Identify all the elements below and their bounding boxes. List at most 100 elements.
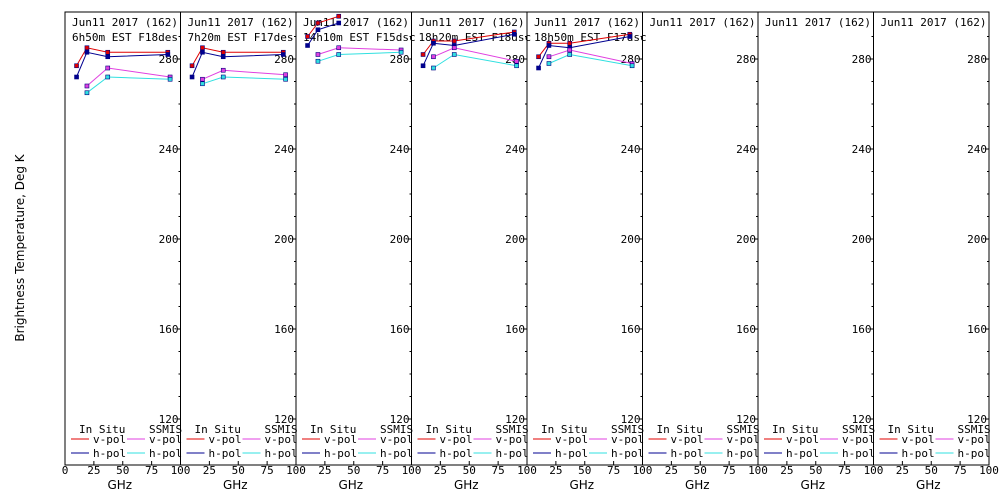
legend-in-situ-heading: In Situ (888, 423, 934, 436)
data-point (536, 54, 541, 60)
x-tick-label: 25 (896, 464, 909, 477)
series-line (433, 53, 517, 69)
series-line (538, 36, 630, 69)
y-tick-label: 240 (736, 143, 756, 156)
x-tick-label: 100 (748, 464, 768, 477)
x-tick-label: 75 (492, 464, 505, 477)
x-tick-label: 25 (780, 464, 793, 477)
panel-grid: 120 160 200 240 280 0 25 50 75 100 GHz Jun11 2017 (… (62, 11, 999, 492)
x-tick-label: 50 (578, 464, 591, 477)
x-tick-label: 25 (665, 464, 678, 477)
x-tick-label: 25 (318, 464, 331, 477)
y-tick-label: 160 (852, 323, 872, 336)
panel-subtitle: 7h20m EST F17des (188, 31, 294, 44)
legend-label: h-pol (671, 447, 704, 460)
data-point (315, 20, 321, 26)
data-point (74, 63, 79, 69)
series-line (76, 51, 168, 78)
y-tick-label: 160 (505, 323, 525, 336)
panel-subtitle: 14h10m EST F15dsc (303, 31, 416, 44)
legend-ssmis-heading: SSMIS (380, 423, 413, 436)
x-axis-label: GHz (107, 478, 132, 492)
data-point (431, 54, 436, 60)
legend-label: v-pol (209, 433, 242, 446)
x-tick-label: 75 (261, 464, 274, 477)
x-tick-label: 100 (979, 464, 999, 477)
legend-in-situ-heading: In Situ (195, 423, 241, 436)
data-point (280, 52, 286, 57)
y-tick-label: 280 (736, 53, 756, 66)
data-point (567, 47, 573, 53)
data-point (420, 63, 426, 69)
y-tick-label: 120 (505, 413, 525, 426)
data-point (105, 65, 111, 71)
data-point (189, 63, 195, 69)
data-point (74, 74, 79, 80)
y-tick-label: 160 (967, 323, 987, 336)
panel-title: Jun11 2017 (162) (534, 16, 640, 29)
x-axis-label: GHz (916, 478, 941, 492)
data-point (546, 54, 552, 60)
y-tick-label: 240 (852, 143, 872, 156)
y-axis-label: Brightness Temperature, Deg K (13, 153, 27, 341)
y-tick-label: 200 (967, 233, 987, 246)
data-point (105, 74, 111, 80)
x-tick-label: 100 (402, 464, 422, 477)
data-point (420, 52, 426, 57)
data-point (514, 63, 519, 69)
x-tick-label: 25 (549, 464, 562, 477)
legend-label: h-pol (727, 447, 760, 460)
legend-label: v-pol (149, 433, 182, 446)
data-point (629, 63, 635, 69)
y-tick-label: 200 (390, 233, 410, 246)
chart-panel-1: 120 160 200 240 280 0 25 50 75 100 GHz Jun11 2017 (… (62, 11, 190, 492)
chart-panel-7: 120 160 200 240 280 25 50 75 100 GHz Jun11 2017 (1… (757, 11, 883, 492)
legend-label: v-pol (842, 433, 875, 446)
data-point (200, 45, 205, 51)
y-tick-label: 120 (852, 413, 872, 426)
legend-label: v-pol (555, 433, 588, 446)
legend-ssmis-heading: SSMIS (149, 423, 182, 436)
x-tick-label: 75 (723, 464, 736, 477)
x-tick-label: 25 (203, 464, 216, 477)
x-tick-label: 75 (145, 464, 158, 477)
panel-title: Jun11 2017 (162) (419, 16, 525, 29)
panel-title: Jun11 2017 (162) (650, 16, 756, 29)
y-tick-label: 200 (852, 233, 872, 246)
series-line (86, 76, 171, 94)
data-point (514, 58, 519, 64)
data-point (336, 52, 342, 57)
chart-panel-2: 120 160 200 240 280 25 50 75 100 GHz Jun11 2017 (1… (180, 11, 306, 492)
series-line (422, 31, 515, 55)
legend-label: h-pol (555, 447, 588, 460)
data-point (511, 31, 517, 37)
panel-title: Jun11 2017 (162) (765, 16, 871, 29)
x-tick-label: 100 (633, 464, 653, 477)
y-tick-label: 160 (736, 323, 756, 336)
legend-ssmis-heading: SSMIS (958, 423, 991, 436)
series-line (76, 47, 168, 67)
y-tick-label: 200 (736, 233, 756, 246)
data-point (451, 38, 457, 44)
y-tick-label: 280 (159, 53, 179, 66)
y-tick-label: 160 (621, 323, 641, 336)
x-axis-label: GHz (685, 478, 710, 492)
data-point (305, 43, 310, 48)
legend-label: h-pol (380, 447, 413, 460)
y-tick-label: 280 (852, 53, 872, 66)
y-tick-label: 120 (621, 413, 641, 426)
legend-label: v-pol (496, 433, 529, 446)
legend-label: h-pol (149, 447, 182, 460)
legend-label: h-pol (958, 447, 991, 460)
y-tick-label: 240 (274, 143, 294, 156)
panel-title: Jun11 2017 (162) (72, 16, 178, 29)
data-point (283, 72, 288, 78)
legend-ssmis-heading: SSMIS (727, 423, 760, 436)
y-tick-label: 280 (967, 53, 987, 66)
y-tick-label: 200 (274, 233, 294, 246)
